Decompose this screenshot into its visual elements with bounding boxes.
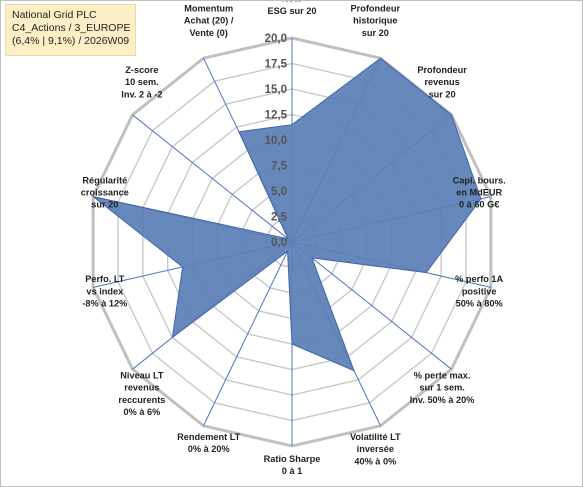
axis-label-line: Note (282, 1, 302, 4)
axis-label-line: Régularité (82, 175, 127, 185)
tick-label: 17,5 (265, 59, 288, 71)
axis-label: Profondeur historique sur 20 (351, 3, 401, 37)
radar-axis-labels: Note ESG sur 20 Profondeur historique sur 20… (81, 1, 506, 476)
axis-label-line: Volatilité LT (350, 432, 401, 442)
axis-label-line: % perte max. (414, 370, 471, 380)
tick-label: 12,5 (265, 110, 288, 122)
axis-label: Z-score 10 sem. Inv. 2 à -2 (121, 65, 162, 99)
title-line-2: C4_Actions / 3_EUROPE (12, 22, 131, 34)
axis-label-line: Z-score (125, 65, 158, 75)
axis-label: Niveau LT revenus reccurents 0% à 6% (118, 370, 165, 417)
axis-label-line: sur 20 (429, 89, 456, 99)
axis-spoke (132, 114, 293, 243)
chart-title-box: National Grid PLC C4_Actions / 3_EUROPE … (5, 4, 136, 56)
axis-label-line: Profondeur (417, 65, 467, 75)
axis-label: Ratio Sharpe 0 à 1 (264, 454, 321, 476)
tick-label: 7,5 (271, 161, 288, 173)
tick-label: 15,0 (265, 84, 287, 96)
axis-label-line: Profondeur (351, 3, 401, 13)
axis-label-line: 10 sem. (125, 77, 159, 87)
axis-label: Note ESG sur 20 (267, 1, 316, 16)
radar-series (92, 57, 482, 372)
tick-label: 10,0 (265, 135, 287, 147)
axis-label-line: Niveau LT (120, 370, 164, 380)
axis-spoke (203, 241, 293, 427)
axis-label: % perte max. sur 1 sem. Inv. 50% à 20% (410, 370, 475, 404)
axis-label-line: ESG sur 20 (267, 6, 316, 16)
axis-label: Capi. bours. en MdEUR 0 à 60 G€ (453, 175, 506, 209)
radar-tick-labels: 0,0 2,5 5,0 7,5 10,0 12,5 15,0 17,5 20,0 (265, 33, 288, 249)
axis-label-line: Momentum (184, 3, 233, 13)
axis-label-line: Achat (20) / (184, 16, 234, 26)
axis-label-line: -8% à 12% (82, 298, 127, 308)
axis-label-line: Perfo. LT (85, 274, 125, 284)
axis-label-line: revenus (424, 77, 459, 87)
title-line-1: National Grid PLC (12, 9, 97, 21)
title-line-3: (6,4% | 9,1%) / 2026W09 (12, 35, 130, 47)
axis-label-line: 50% à 80% (456, 298, 503, 308)
axis-label: Rendement LT 0% à 20% (177, 432, 241, 454)
axis-label-line: % perfo 1A (455, 274, 503, 284)
axis-label-line: Vente (0) (190, 28, 228, 38)
axis-label-line: 0 à 60 G€ (459, 200, 499, 210)
axis-label-line: 0% à 6% (123, 407, 160, 417)
axis-spoke (291, 241, 452, 370)
axis-label-line: sur 20 (91, 200, 118, 210)
axis-label-line: 0 à 1 (282, 466, 302, 476)
tick-label: 2,5 (271, 212, 288, 224)
axis-label: % perfo 1A positive 50% à 80% (455, 274, 503, 308)
axis-label-line: Inv. 50% à 20% (410, 395, 475, 405)
axis-label-line: positive (462, 286, 497, 296)
axis-label-line: sur 20 (362, 28, 389, 38)
axis-label-line: en MdEUR (456, 188, 502, 198)
series-area (92, 57, 482, 372)
axis-label-line: Capi. bours. (453, 175, 506, 185)
axis-label-line: inversée (357, 444, 394, 454)
axis-label-line: sur 1 sem. (419, 383, 464, 393)
tick-label: 20,0 (265, 33, 287, 45)
axis-label: Profondeur revenus sur 20 (417, 65, 467, 99)
axis-label-line: revenus (124, 383, 159, 393)
tick-label: 5,0 (271, 186, 287, 198)
tick-label: 0,0 (271, 237, 287, 249)
axis-label: Régularité croissance sur 20 (81, 175, 129, 209)
axis-label-line: Inv. 2 à -2 (121, 89, 162, 99)
axis-label-line: croissance (81, 188, 129, 198)
axis-label: Volatilité LT inversée 40% à 0% (350, 432, 401, 466)
axis-label-line: Ratio Sharpe (264, 454, 321, 464)
axis-label-line: Rendement LT (177, 432, 241, 442)
axis-label: Momentum Achat (20) / Vente (0) (184, 3, 234, 37)
axis-label-line: 40% à 0% (354, 456, 396, 466)
axis-label-line: reccurents (118, 395, 165, 405)
axis-label-line: vs index (86, 286, 124, 296)
axis-label-line: 0% à 20% (188, 444, 230, 454)
axis-label-line: historique (353, 16, 397, 26)
axis-label: Perfo. LT vs index -8% à 12% (82, 274, 127, 308)
